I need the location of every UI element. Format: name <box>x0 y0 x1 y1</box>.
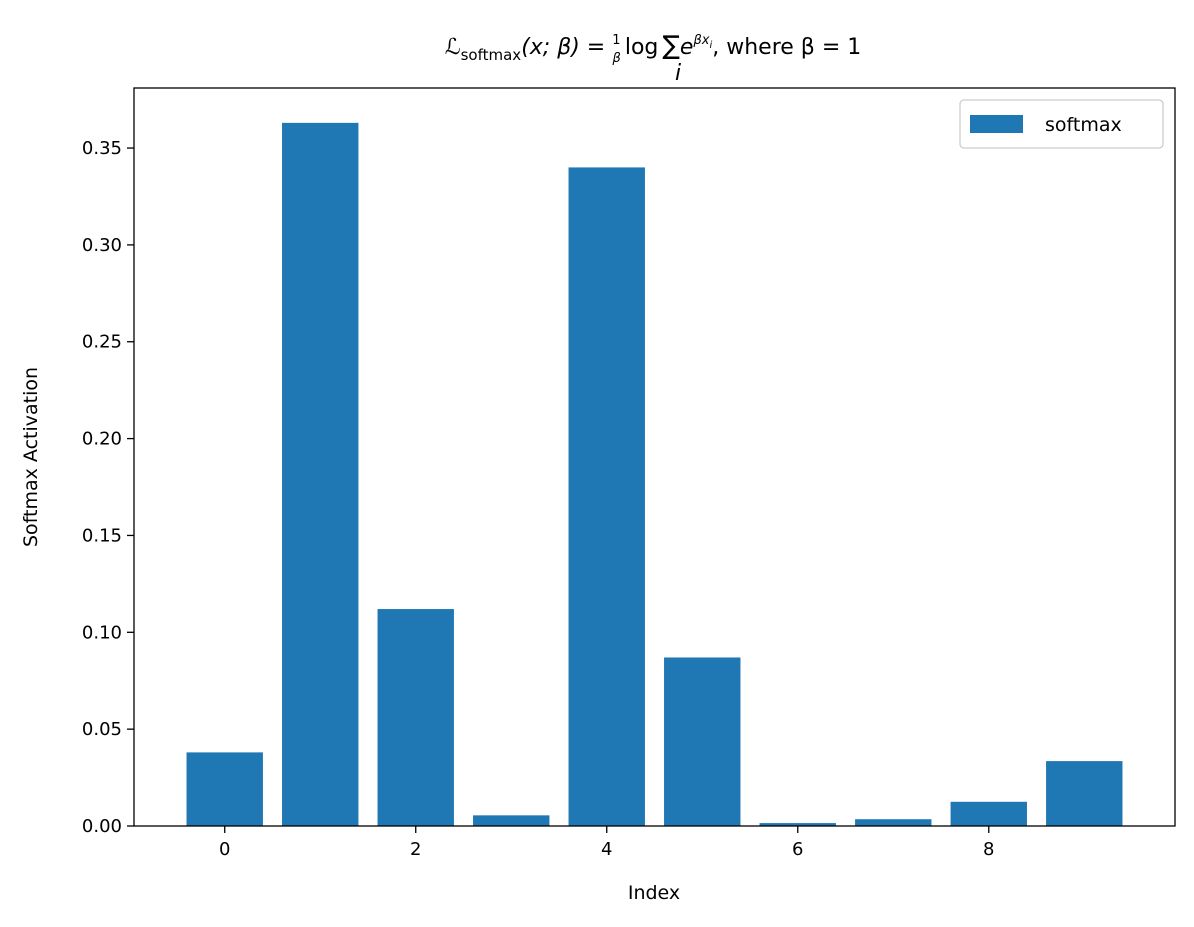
y-tick-label: 0.30 <box>82 235 122 256</box>
title-frac-denominator: β <box>612 51 621 66</box>
y-tick-label: 0.05 <box>82 719 122 740</box>
y-tick-label: 0.35 <box>82 138 122 159</box>
y-tick-label: 0.25 <box>82 332 122 353</box>
bar-3 <box>473 815 550 826</box>
title-args: (x; β) = <box>521 35 612 60</box>
title-frac-numerator: 1 <box>612 33 620 48</box>
y-axis-label: Softmax Activation <box>20 367 42 547</box>
title-loss-subscript: softmax <box>461 46 522 64</box>
title-loss-symbol: ℒ <box>445 35 461 60</box>
title-log: log <box>625 35 659 60</box>
title-exp-power: βx <box>692 33 709 48</box>
bar-7 <box>855 819 932 826</box>
title-sum-index: i <box>675 61 681 86</box>
title-condition: , where β = 1 <box>712 35 861 60</box>
bar-2 <box>377 609 454 826</box>
x-tick-label: 6 <box>792 839 803 860</box>
bar-9 <box>1046 761 1123 826</box>
legend: softmax <box>959 99 1164 149</box>
y-tick-label: 0.20 <box>82 429 122 450</box>
legend-label-softmax: softmax <box>1045 114 1122 136</box>
chart-title: ℒsoftmax(x; β) = 1 β log ∑eβxi, where β = 1… <box>445 31 862 86</box>
legend-box <box>959 99 1164 149</box>
legend-swatch <box>970 115 1023 133</box>
x-tick-label: 4 <box>601 839 612 860</box>
bars-group <box>186 122 1123 826</box>
y-tick-label: 0.10 <box>82 622 122 643</box>
y-tick-label: 0.00 <box>82 816 122 837</box>
x-tick-label: 0 <box>219 839 230 860</box>
chart-title-text: ℒsoftmax(x; β) = 1 β log ∑eβxi, where β = 1 <box>445 31 862 66</box>
bar-8 <box>950 801 1027 826</box>
x-tick-label: 2 <box>410 839 421 860</box>
bar-1 <box>282 122 359 826</box>
bar-6 <box>759 823 836 826</box>
bar-5 <box>664 657 741 826</box>
title-sum-symbol: ∑ <box>662 31 680 61</box>
title-exp-power-sub: i <box>709 40 712 51</box>
x-axis: 0 2 4 6 8 <box>219 826 994 860</box>
y-tick-label: 0.15 <box>82 525 122 546</box>
bar-4 <box>568 167 645 826</box>
bar-0 <box>186 752 263 826</box>
x-tick-label: 8 <box>983 839 994 860</box>
x-axis-label: Index <box>628 882 680 904</box>
plot-frame <box>133 87 1176 827</box>
title-exp-base: e <box>680 35 694 60</box>
y-axis: 0.00 0.05 0.10 0.15 0.20 0.25 0.30 0.35 <box>82 138 134 837</box>
